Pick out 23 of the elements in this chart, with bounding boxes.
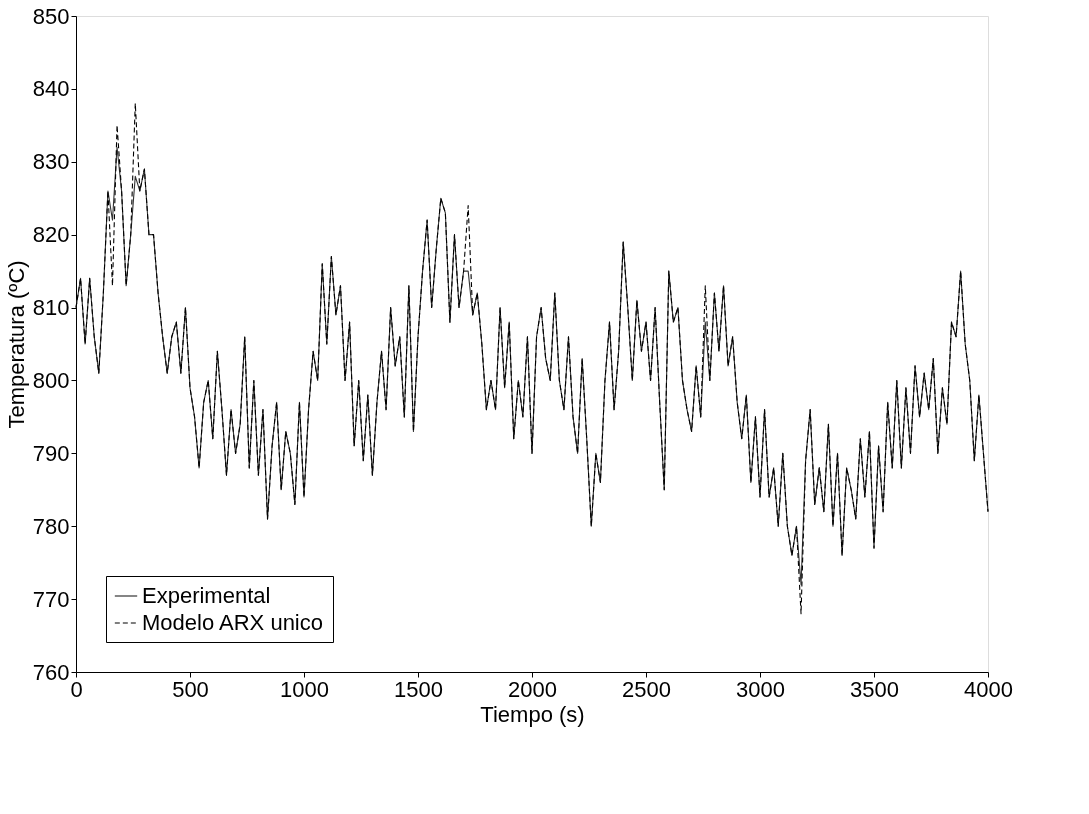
y-tick-label: 810 (32, 295, 70, 321)
x-tick-label: 1500 (394, 676, 443, 702)
x-tick-label: 500 (172, 676, 209, 702)
y-tick-label: 820 (32, 222, 70, 248)
y-tick-label: 780 (32, 513, 70, 539)
x-tick-label: 4000 (964, 676, 1013, 702)
x-tick-label: 0 (70, 676, 83, 702)
y-tick-label: 760 (32, 659, 70, 685)
y-tick-label: 770 (32, 586, 70, 612)
legend-label: Experimental (142, 583, 271, 608)
y-tick-label: 790 (32, 440, 70, 466)
y-axis-title: Temperatura (ºC) (3, 260, 29, 429)
legend-label: Modelo ARX unico (142, 610, 323, 635)
y-tick-label: 800 (32, 367, 70, 393)
y-tick-label: 840 (32, 76, 70, 102)
y-tick-label: 850 (32, 3, 70, 29)
x-tick-label: 2500 (622, 676, 671, 702)
x-tick-label: 2000 (508, 676, 557, 702)
y-tick-label: 830 (32, 149, 70, 175)
x-tick-label: 3500 (850, 676, 899, 702)
x-axis-title: Tiempo (s) (480, 701, 585, 727)
x-tick-label: 1000 (280, 676, 329, 702)
x-tick-label: 3000 (736, 676, 785, 702)
